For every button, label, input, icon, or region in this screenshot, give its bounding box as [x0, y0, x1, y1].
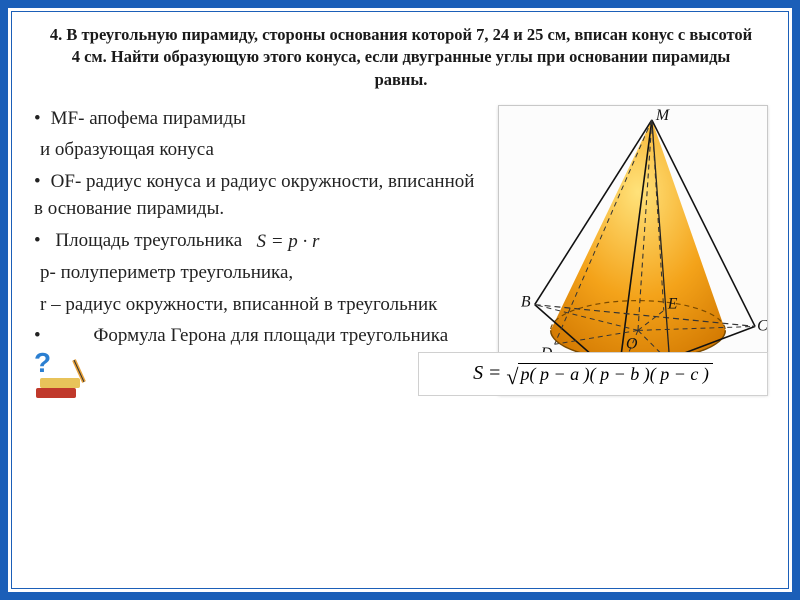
- list-item: Площадь треугольника S = p · r: [34, 227, 486, 255]
- label-O: O: [626, 335, 638, 352]
- books-question-icon: ?: [30, 348, 92, 408]
- label-M: M: [655, 107, 670, 124]
- list-text: и образующая конуса: [40, 139, 214, 160]
- list-text: MF- апофема пирамиды: [51, 108, 246, 129]
- outer-frame: 4. В треугольную пирамиду, стороны основ…: [6, 6, 794, 594]
- list-text: Площадь треугольника: [55, 230, 242, 251]
- label-E: E: [667, 295, 678, 312]
- heron-radicand: p( p − a )( p − b )( p − c ): [518, 363, 712, 385]
- list-text: Формула Герона для площади треугольника: [51, 325, 449, 346]
- list-text: OF- радиус конуса и радиус окружности, в…: [34, 171, 474, 220]
- list-text: r – радиус окружности, вписанной в треуг…: [40, 294, 437, 315]
- list-item: MF- апофема пирамиды: [34, 105, 486, 133]
- list-item: Формула Герона для площади треугольника: [34, 322, 486, 350]
- list-item: и образующая конуса: [34, 136, 486, 164]
- list-item: r – радиус окружности, вписанной в треуг…: [34, 291, 486, 319]
- bullet-list: MF- апофема пирамиды и образующая конуса…: [34, 105, 486, 350]
- problem-title: 4. В треугольную пирамиду, стороны основ…: [34, 24, 768, 91]
- list-text: p- полупериметр треугольника,: [40, 262, 293, 283]
- heron-eq: =: [489, 362, 500, 385]
- heron-formula-box: S = √ p( p − a )( p − b )( p − c ): [418, 352, 768, 396]
- heron-lhs: S: [473, 362, 483, 385]
- svg-text:?: ?: [34, 348, 51, 378]
- label-B: B: [521, 293, 531, 310]
- slide-area: 4. В треугольную пирамиду, стороны основ…: [11, 11, 789, 589]
- label-C: C: [757, 317, 768, 334]
- list-item: OF- радиус конуса и радиус окружности, в…: [34, 168, 486, 223]
- sqrt-icon: √: [506, 364, 518, 390]
- list-item: p- полупериметр треугольника,: [34, 259, 486, 287]
- formula-area: S = p · r: [256, 228, 319, 256]
